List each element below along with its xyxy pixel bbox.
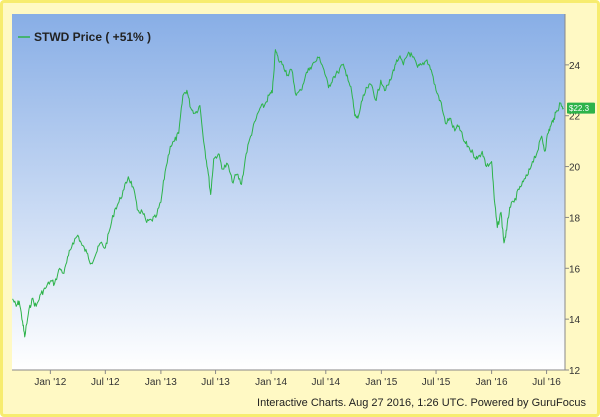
y-tick-label: 22 bbox=[569, 112, 581, 123]
x-tick-label: Jan '14 bbox=[255, 377, 287, 388]
credit-text[interactable]: Interactive Charts. Aug 27 2016, 1:26 UT… bbox=[257, 397, 586, 409]
y-tick-label: 16 bbox=[569, 264, 581, 275]
x-tick-label: Jul '13 bbox=[201, 377, 230, 388]
x-tick-label: Jul '12 bbox=[91, 377, 120, 388]
x-tick-label: Jan '16 bbox=[476, 377, 508, 388]
plot-area bbox=[12, 14, 565, 370]
x-tick-label: Jan '13 bbox=[145, 377, 177, 388]
series-line-0[interactable] bbox=[12, 49, 564, 338]
y-tick-label: 14 bbox=[569, 315, 581, 326]
legend[interactable]: STWD Price ( +51% ) bbox=[18, 30, 151, 44]
last-value-label: $22.3 bbox=[569, 104, 590, 113]
x-tick-label: Jul '15 bbox=[422, 377, 451, 388]
last-value-badge: $22.3 bbox=[567, 102, 595, 114]
x-tick-label: Jan '12 bbox=[34, 377, 66, 388]
last-value-badge-box bbox=[567, 102, 595, 114]
x-tick-label: Jul '16 bbox=[532, 377, 561, 388]
x-tick-label: Jan '15 bbox=[365, 377, 397, 388]
legend-label: STWD Price ( +51% ) bbox=[34, 30, 151, 44]
y-tick-label: 20 bbox=[569, 163, 581, 174]
x-tick-label: Jul '14 bbox=[312, 377, 341, 388]
y-tick-label: 12 bbox=[569, 366, 581, 377]
y-tick-label: 24 bbox=[569, 61, 581, 72]
y-tick-label: 18 bbox=[569, 213, 581, 224]
